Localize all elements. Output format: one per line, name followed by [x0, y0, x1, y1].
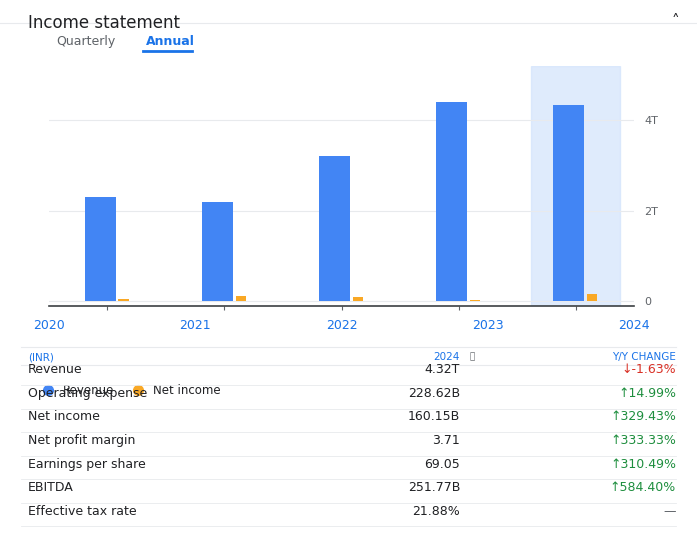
Text: 228.62B: 228.62B — [408, 387, 460, 400]
Bar — [319, 156, 350, 301]
Text: 2024: 2024 — [618, 319, 650, 333]
Text: ↑14.99%: ↑14.99% — [618, 387, 676, 400]
Bar — [553, 105, 584, 301]
Text: Net profit margin: Net profit margin — [28, 434, 135, 447]
Text: Annual: Annual — [146, 35, 195, 49]
Bar — [236, 296, 246, 301]
Text: 69.05: 69.05 — [424, 458, 460, 471]
Text: 2020: 2020 — [33, 319, 65, 333]
Text: 21.88%: 21.88% — [412, 505, 460, 518]
Text: 251.77B: 251.77B — [408, 481, 460, 494]
Bar — [85, 197, 116, 301]
Text: ↓-1.63%: ↓-1.63% — [622, 363, 676, 376]
Bar — [118, 299, 129, 301]
Text: Operating expense: Operating expense — [28, 387, 147, 400]
Text: Net income: Net income — [28, 411, 100, 423]
Text: Revenue: Revenue — [28, 363, 82, 376]
Text: ↑329.43%: ↑329.43% — [610, 411, 676, 423]
Bar — [531, 66, 620, 306]
Text: 4.32T: 4.32T — [424, 363, 460, 376]
Text: Quarterly: Quarterly — [56, 35, 115, 49]
Text: 2023: 2023 — [472, 319, 504, 333]
Bar — [202, 201, 233, 301]
Text: 2022: 2022 — [325, 319, 358, 333]
Text: ⓘ: ⓘ — [467, 352, 475, 361]
Text: 160.15B: 160.15B — [408, 411, 460, 423]
Legend: Revenue, Net income: Revenue, Net income — [31, 379, 226, 401]
Text: Earnings per share: Earnings per share — [28, 458, 146, 471]
Text: (INR): (INR) — [28, 352, 54, 362]
Text: ↑584.40%: ↑584.40% — [610, 481, 676, 494]
Text: —: — — [664, 505, 676, 518]
Text: Income statement: Income statement — [28, 14, 180, 32]
Text: EBITDA: EBITDA — [28, 481, 74, 494]
Bar — [353, 297, 363, 301]
Text: 3.71: 3.71 — [432, 434, 460, 447]
Text: Y/Y CHANGE: Y/Y CHANGE — [612, 352, 676, 362]
Bar — [470, 300, 480, 301]
Text: 2024: 2024 — [434, 352, 460, 362]
Text: Effective tax rate: Effective tax rate — [28, 505, 137, 518]
Bar — [587, 294, 597, 301]
Text: ˄: ˄ — [672, 14, 680, 28]
Text: 2021: 2021 — [179, 319, 211, 333]
Text: ↑333.33%: ↑333.33% — [610, 434, 676, 447]
Text: ↑310.49%: ↑310.49% — [610, 458, 676, 471]
Bar — [436, 102, 467, 301]
